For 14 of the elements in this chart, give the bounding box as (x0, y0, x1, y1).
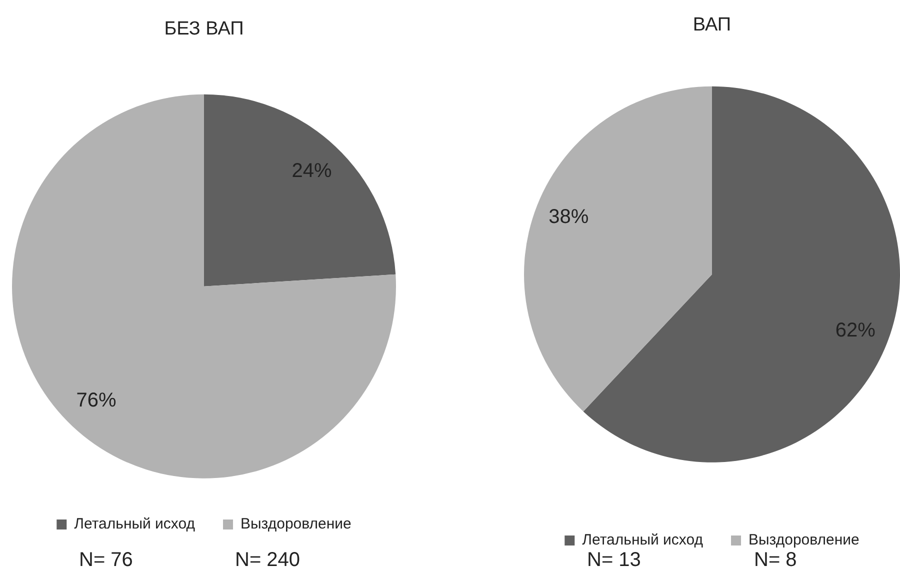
data-label: 24% (292, 160, 332, 182)
text: N= 8 (754, 548, 797, 569)
data-label: 38% (548, 206, 589, 228)
text: N= 240 (235, 548, 300, 569)
chart-title: БЕЗ ВАП (164, 18, 244, 40)
chart-title: ВАП (692, 14, 732, 36)
legend-label: Летальный исход (582, 532, 704, 549)
data-label: 62% (835, 320, 876, 342)
text: N= 76 (79, 548, 133, 569)
legend-label: Выздоровление (748, 532, 860, 549)
legend-label: Выздоровление (240, 516, 352, 533)
data-label: 76% (76, 390, 116, 412)
legend-label: Летальный исход (74, 516, 196, 533)
text: N= 13 (587, 548, 641, 569)
